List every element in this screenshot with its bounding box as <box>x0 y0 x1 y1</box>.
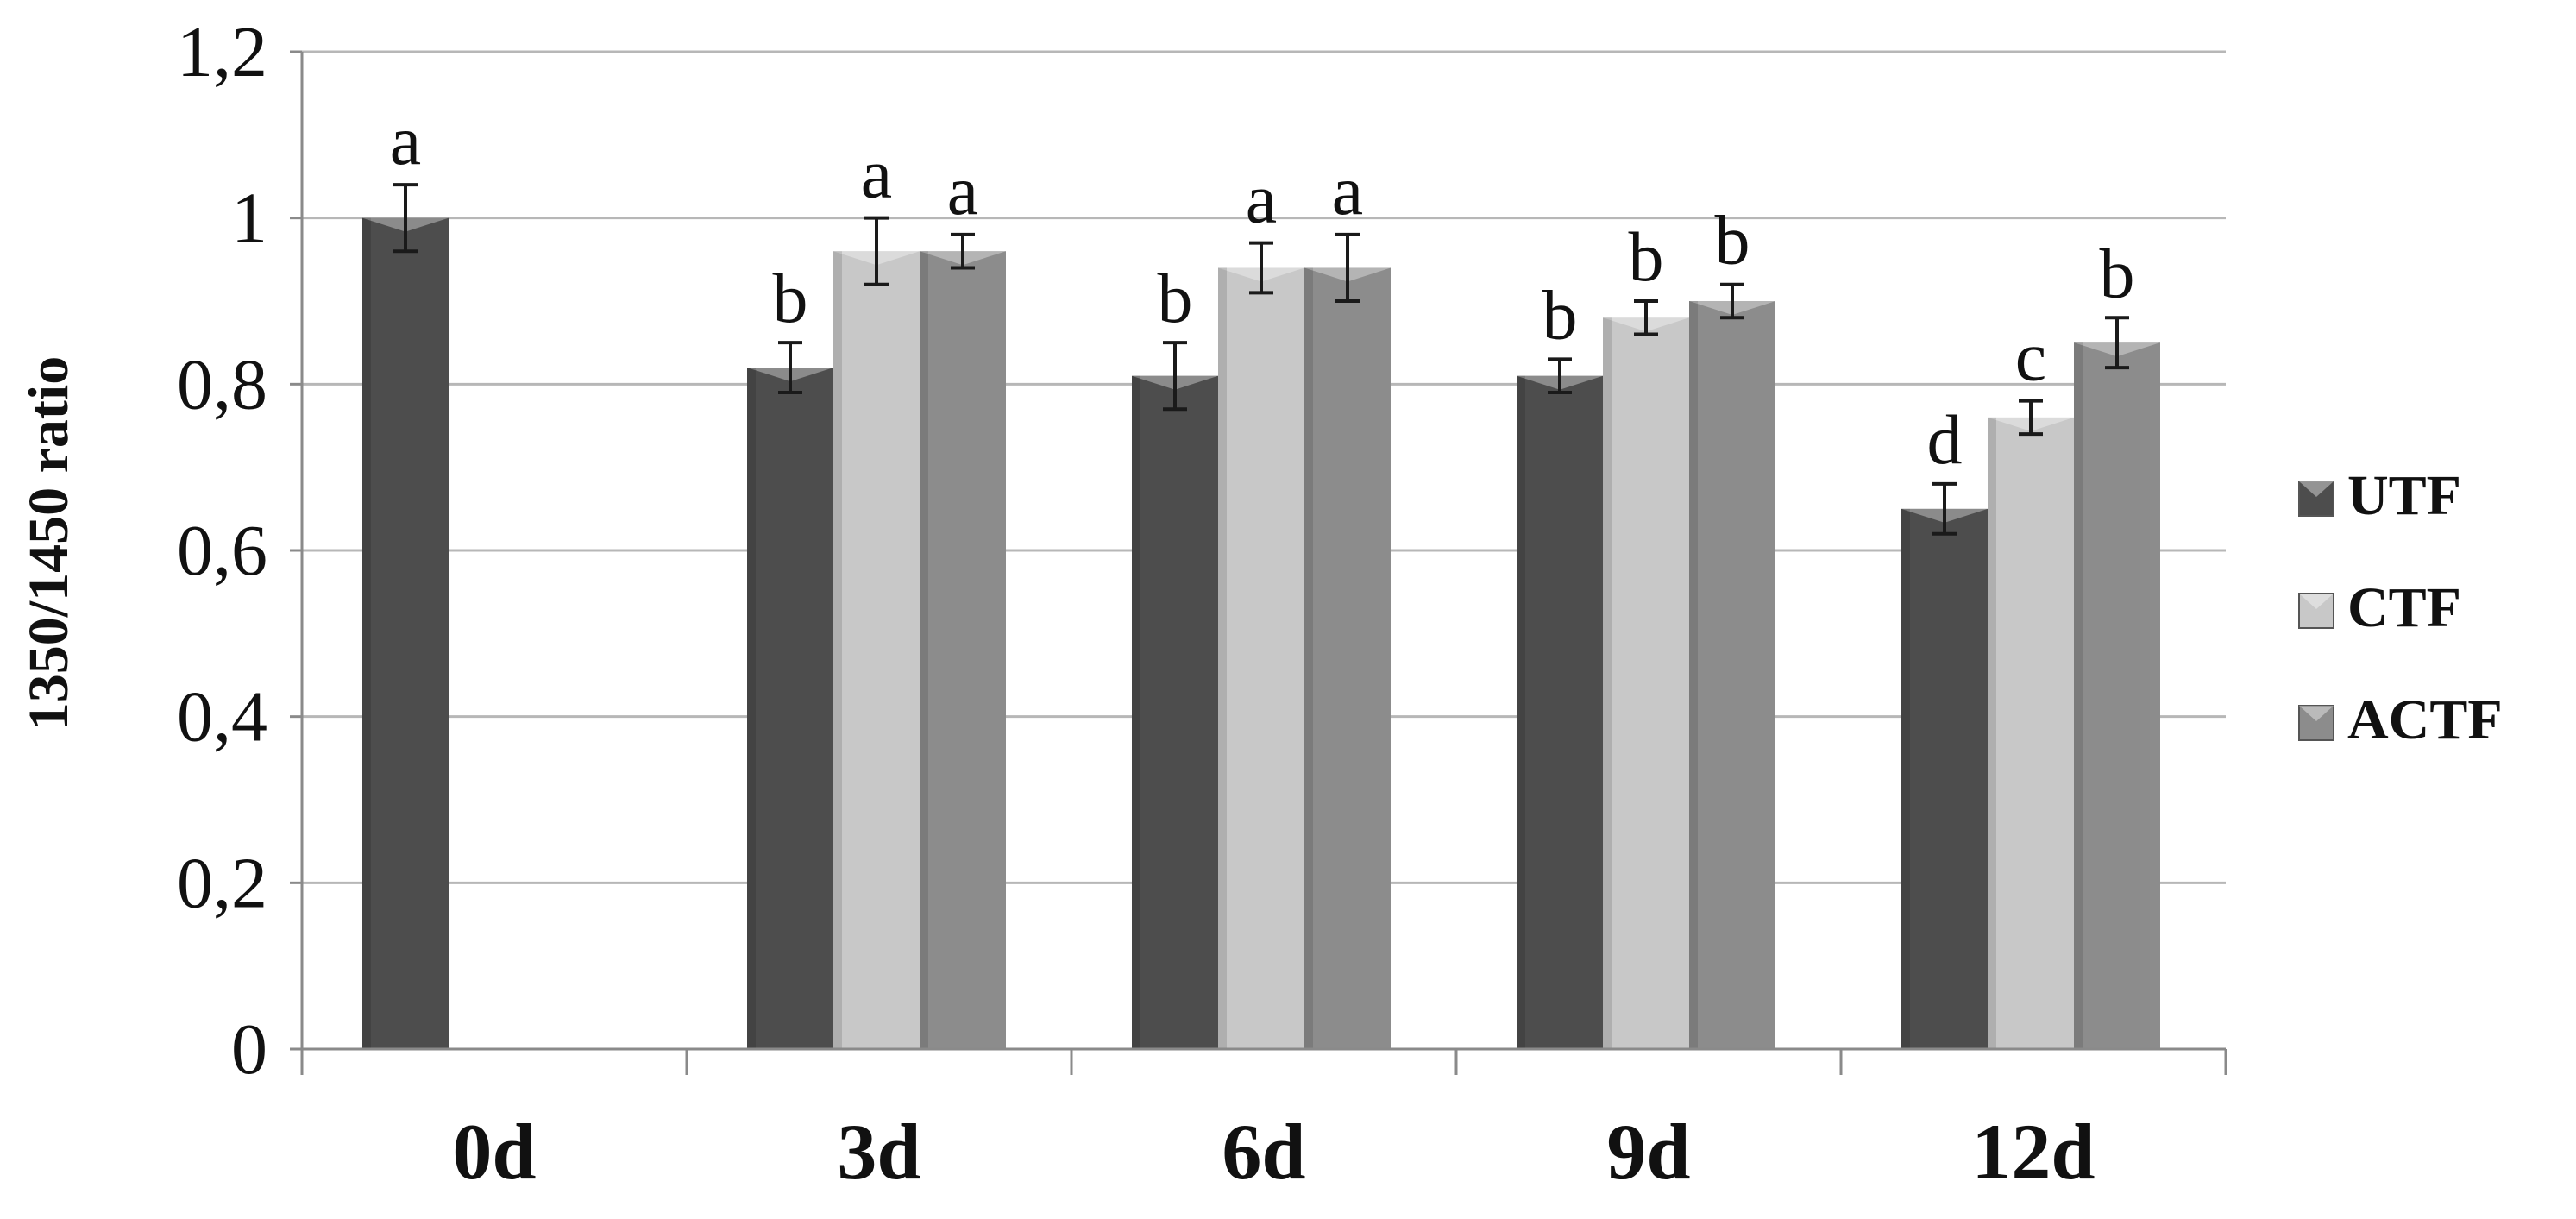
bar-ctf-12d <box>1988 417 2074 1049</box>
significance-label: b <box>1629 217 1664 296</box>
legend-label-actf: ACTF <box>2347 688 2503 751</box>
legend-swatch-cap <box>2299 706 2334 721</box>
significance-label: b <box>1158 259 1193 337</box>
bar-ctf-6d <box>1218 267 1304 1049</box>
bar-utf-0d <box>362 217 449 1049</box>
significance-label: a <box>390 101 421 179</box>
bar-actf-12d <box>2074 342 2160 1050</box>
x-tick-label: 3d <box>837 1108 920 1196</box>
significance-label: a <box>947 151 978 229</box>
x-tick-label: 6d <box>1222 1108 1305 1196</box>
bar-ctf-9d <box>1603 317 1689 1049</box>
axes: 0 0,2 0,4 0,6 0,8 1 1,2 0d 3d 6d 9d 12d <box>177 12 2227 1196</box>
bar-shade <box>1603 317 1612 1049</box>
y-tick-label: 0,6 <box>177 511 267 591</box>
y-tick-label: 0 <box>231 1009 267 1090</box>
significance-label: b <box>773 259 808 337</box>
y-axis-label: 1350/1450 ratio <box>17 356 80 731</box>
significance-label: a <box>1332 151 1363 229</box>
significance-label: d <box>1927 400 1963 479</box>
legend-swatch-cap <box>2299 481 2334 497</box>
bar-shade <box>1132 375 1140 1049</box>
legend-label-ctf: CTF <box>2347 576 2461 639</box>
significance-label: b <box>1715 201 1750 280</box>
significance-label: c <box>2015 317 2046 396</box>
legend-swatch-ctf <box>2298 593 2334 629</box>
legend: UTF CTF ACTF <box>2298 464 2503 751</box>
y-tick-label: 0,2 <box>177 843 267 923</box>
bar-shade <box>1304 267 1313 1049</box>
bar-utf-9d <box>1517 375 1603 1049</box>
y-tick-label: 0,4 <box>177 677 267 757</box>
x-tick-label: 9d <box>1606 1108 1690 1196</box>
bar-shade <box>920 251 928 1049</box>
y-tick-label: 0,8 <box>177 344 267 424</box>
bar-actf-3d <box>920 251 1006 1049</box>
bar-utf-6d <box>1132 375 1218 1049</box>
significance-label: b <box>1542 275 1578 354</box>
bar-shade <box>1901 508 1910 1049</box>
bar-ctf-3d <box>833 251 920 1049</box>
significance-label: b <box>2100 234 2135 312</box>
y-tick-label: 1,2 <box>177 12 267 92</box>
legend-label-utf: UTF <box>2347 464 2461 527</box>
bar-shade <box>362 217 371 1049</box>
bar-shade <box>1517 375 1525 1049</box>
bar-actf-6d <box>1304 267 1391 1049</box>
bar-shade <box>833 251 842 1049</box>
significance-label: a <box>1246 160 1277 238</box>
bar-shade <box>2074 342 2083 1050</box>
bar-shade <box>747 368 756 1050</box>
y-tick-label: 1 <box>231 179 267 259</box>
x-tick-label: 12d <box>1971 1108 2095 1196</box>
x-tick-label: 0d <box>452 1108 536 1196</box>
bar-utf-3d <box>747 368 833 1050</box>
bar-shade <box>1689 301 1698 1049</box>
bar-actf-9d <box>1689 301 1775 1049</box>
significance-label: a <box>861 135 892 213</box>
legend-swatch-cap <box>2299 594 2334 609</box>
bar-shade <box>1988 417 1996 1049</box>
legend-swatch-actf <box>2298 705 2334 741</box>
legend-swatch-utf <box>2298 481 2334 517</box>
bar-shade <box>1218 267 1227 1049</box>
bar-utf-12d <box>1901 508 1988 1049</box>
